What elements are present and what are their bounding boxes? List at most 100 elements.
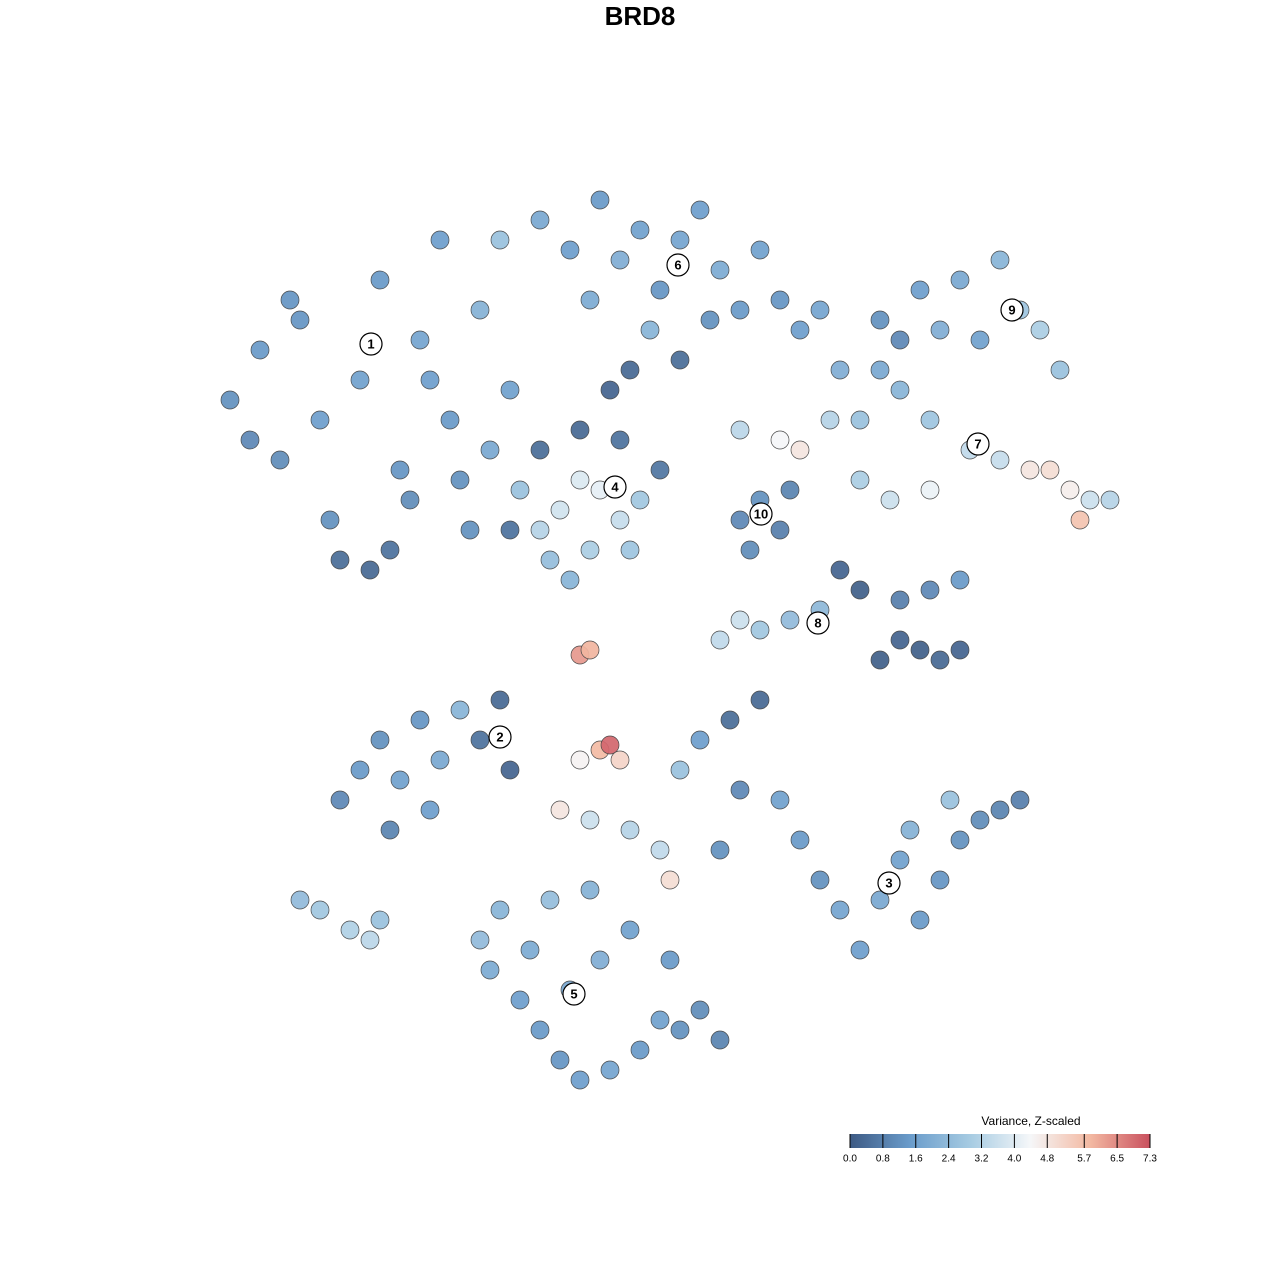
cluster-badge (666, 253, 690, 277)
point (360, 560, 380, 580)
point (290, 310, 310, 330)
point (500, 520, 520, 540)
cluster-badge (877, 871, 901, 895)
point (930, 870, 950, 890)
point (790, 320, 810, 340)
point (580, 290, 600, 310)
cluster-badge (749, 502, 773, 526)
cluster-label: 3 (885, 875, 892, 890)
point (910, 640, 930, 660)
point (500, 380, 520, 400)
point (550, 800, 570, 820)
point (560, 240, 580, 260)
point (530, 1020, 550, 1040)
chart-title: BRD8 (605, 1, 676, 31)
point (440, 410, 460, 430)
point (410, 330, 430, 350)
cluster-badge (488, 725, 512, 749)
point (490, 230, 510, 250)
point (650, 840, 670, 860)
point (490, 900, 510, 920)
cluster-label: 9 (1008, 302, 1015, 317)
point (490, 690, 510, 710)
cluster-badge (359, 332, 383, 356)
point (710, 260, 730, 280)
point (730, 780, 750, 800)
point (330, 550, 350, 570)
point (950, 570, 970, 590)
point (620, 540, 640, 560)
point (870, 650, 890, 670)
point (1050, 360, 1070, 380)
point (530, 440, 550, 460)
point (310, 900, 330, 920)
point (640, 320, 660, 340)
colorbar-gradient (850, 1134, 1150, 1148)
cluster-label: 4 (611, 479, 619, 494)
point (530, 210, 550, 230)
point (950, 640, 970, 660)
point (610, 510, 630, 530)
point (620, 360, 640, 380)
point (930, 650, 950, 670)
point (720, 710, 740, 730)
point (870, 360, 890, 380)
point (890, 590, 910, 610)
point (810, 870, 830, 890)
point (520, 940, 540, 960)
cluster-badge (966, 432, 990, 456)
point (1040, 460, 1060, 480)
colorbar: Variance, Z-scaled 0.0 0.8 1.6 2.4 3.2 4.0 4.8… (843, 1114, 1157, 1164)
colorbar-tick-label: 2.4 (942, 1154, 956, 1165)
point (510, 480, 530, 500)
colorbar-tick-label: 0.8 (876, 1154, 890, 1165)
point (540, 550, 560, 570)
point (570, 420, 590, 440)
colorbar-tick-label: 4.8 (1040, 1154, 1054, 1165)
point (650, 280, 670, 300)
point (580, 880, 600, 900)
point (690, 1000, 710, 1020)
point (450, 700, 470, 720)
point (590, 190, 610, 210)
point (400, 490, 420, 510)
colorbar-tick-label: 0.0 (843, 1154, 857, 1165)
colorbar-tick-label: 1.6 (909, 1154, 923, 1165)
point (430, 230, 450, 250)
point (820, 410, 840, 430)
point (970, 330, 990, 350)
point (340, 920, 360, 940)
point (580, 640, 600, 660)
cluster-label: 8 (814, 615, 821, 630)
point (550, 1050, 570, 1070)
point (630, 220, 650, 240)
point (880, 490, 900, 510)
colorbar-tick-label: 7.3 (1143, 1154, 1157, 1165)
point (470, 930, 490, 950)
point (600, 380, 620, 400)
point (450, 470, 470, 490)
point (670, 1020, 690, 1040)
point (1100, 490, 1120, 510)
point (890, 630, 910, 650)
point (810, 300, 830, 320)
point (630, 1040, 650, 1060)
point (530, 520, 550, 540)
colorbar-title: Variance, Z-scaled (981, 1114, 1080, 1128)
cluster-badge (603, 475, 627, 499)
point (390, 460, 410, 480)
point (420, 370, 440, 390)
point (690, 200, 710, 220)
point (710, 630, 730, 650)
point (330, 790, 350, 810)
point (710, 1030, 730, 1050)
point (730, 300, 750, 320)
point (410, 710, 430, 730)
point (600, 735, 620, 755)
point (910, 910, 930, 930)
point (660, 950, 680, 970)
point (310, 410, 330, 430)
point (620, 820, 640, 840)
point (730, 610, 750, 630)
